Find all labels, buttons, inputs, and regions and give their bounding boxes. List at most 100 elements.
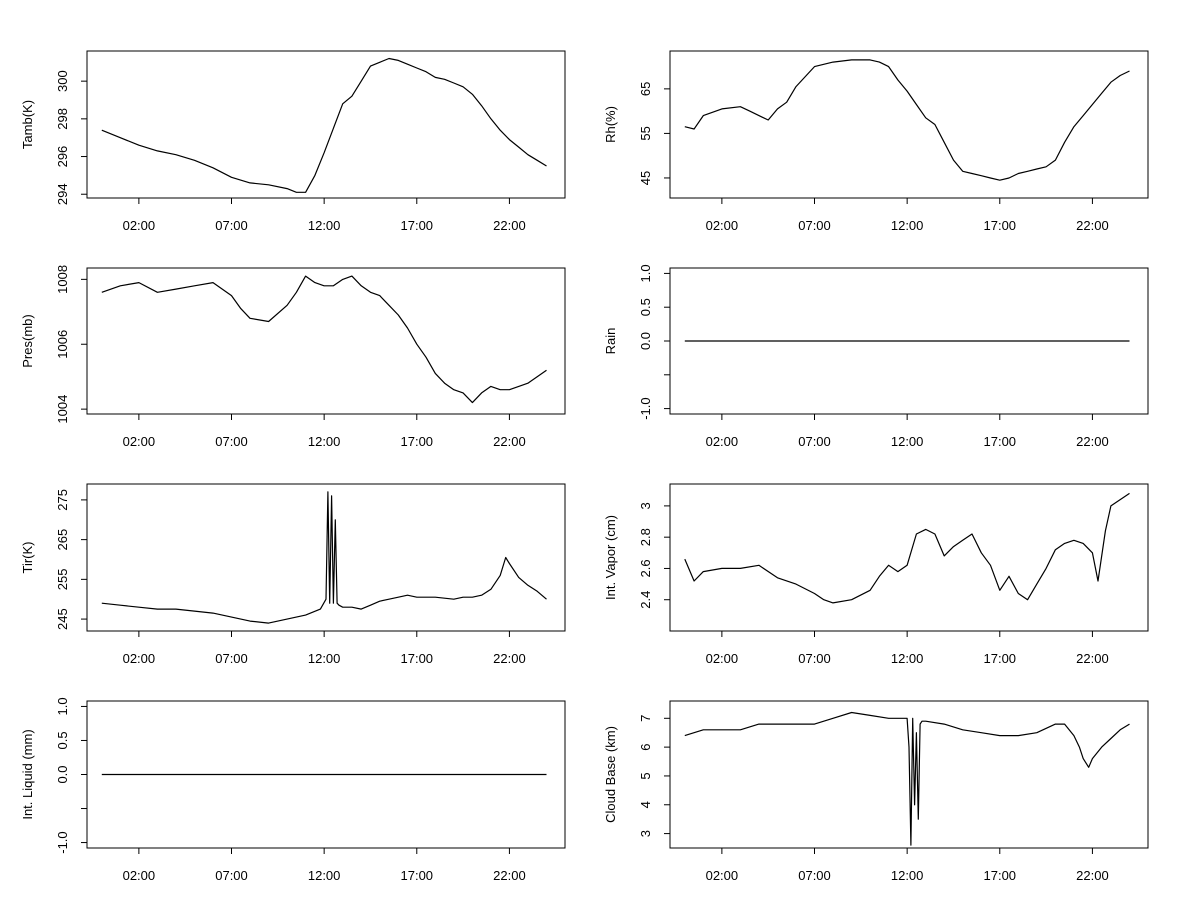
x-tick-label: 22:00	[1076, 651, 1109, 666]
y-axis-label: Rh(%)	[603, 106, 618, 143]
y-tick-label: 55	[638, 126, 653, 140]
x-tick-label: 02:00	[123, 434, 156, 449]
y-tick-label: 0.0	[638, 332, 653, 350]
series-line	[101, 491, 547, 624]
x-tick-label: 07:00	[215, 868, 248, 883]
y-tick-label: 1004	[55, 395, 70, 424]
y-tick-label: 6	[638, 744, 653, 751]
y-tick-label: 300	[55, 70, 70, 92]
x-tick-label: 07:00	[798, 651, 831, 666]
series-line	[101, 57, 547, 193]
chart-panel: 02:00 07:00 12:00 17:00 22:00 3 4 5 6 7 Cloud Base…	[603, 700, 1149, 883]
y-tick-label: 275	[55, 489, 70, 511]
chart-panel: 02:00 07:00 12:00 17:00 22:00 294 296 298 300 Tam…	[20, 50, 566, 233]
plot-frame	[669, 483, 1149, 632]
y-tick-label: -1.0	[638, 397, 653, 419]
y-axis-label: Pres(mb)	[20, 314, 35, 367]
series-line	[101, 275, 547, 404]
chart-panel: 02:00 07:00 12:00 17:00 22:00 45 55 65 Rh(%)	[603, 50, 1149, 233]
y-axis-label: Int. Vapor (cm)	[603, 515, 618, 600]
y-tick-label: 255	[55, 568, 70, 590]
x-tick-label: 12:00	[308, 868, 341, 883]
x-tick-label: 12:00	[891, 218, 924, 233]
y-axis-label: Rain	[603, 328, 618, 355]
y-tick-label: 65	[638, 82, 653, 96]
y-tick-label: 7	[638, 715, 653, 722]
y-tick-label: 3	[638, 502, 653, 509]
x-tick-label: 22:00	[1076, 868, 1109, 883]
x-tick-label: 07:00	[798, 218, 831, 233]
chart-panel: 02:00 07:00 12:00 17:00 22:00 245 255 265 275 Tir…	[20, 483, 566, 666]
x-tick-label: 02:00	[706, 434, 739, 449]
y-tick-label: 2.6	[638, 559, 653, 577]
plot-frame	[669, 50, 1149, 199]
chart-panel: 02:00 07:00 12:00 17:00 22:00 -1.0 0.0 0.5 1.0 Ra…	[603, 264, 1149, 449]
series-line	[684, 711, 1130, 846]
x-tick-label: 02:00	[706, 868, 739, 883]
y-tick-label: 296	[55, 146, 70, 168]
x-tick-label: 22:00	[1076, 434, 1109, 449]
x-tick-label: 07:00	[798, 434, 831, 449]
y-tick-label: 45	[638, 171, 653, 185]
y-tick-label: 3	[638, 830, 653, 837]
y-tick-label: 1006	[55, 330, 70, 359]
x-tick-label: 17:00	[984, 651, 1017, 666]
y-tick-label: 245	[55, 608, 70, 630]
x-tick-label: 07:00	[798, 868, 831, 883]
x-tick-label: 02:00	[123, 651, 156, 666]
y-tick-label: 1008	[55, 265, 70, 294]
y-tick-label: 0.0	[55, 765, 70, 783]
y-tick-label: 1.0	[55, 697, 70, 715]
x-tick-label: 17:00	[984, 434, 1017, 449]
y-axis-label: Tamb(K)	[20, 100, 35, 149]
chart-panel: 02:00 07:00 12:00 17:00 22:00 1004 1006 1008 Pre…	[20, 265, 566, 449]
y-tick-label: 2.8	[638, 528, 653, 546]
chart-panel: 02:00 07:00 12:00 17:00 22:00 -1.0 0.0 0.5 1.0 In…	[20, 697, 566, 883]
x-tick-label: 17:00	[401, 651, 434, 666]
x-tick-label: 17:00	[401, 868, 434, 883]
y-tick-label: 1.0	[638, 264, 653, 282]
x-tick-label: 22:00	[1076, 218, 1109, 233]
x-tick-label: 12:00	[891, 868, 924, 883]
y-tick-label: -1.0	[55, 831, 70, 853]
x-tick-label: 22:00	[493, 651, 526, 666]
y-tick-label: 298	[55, 108, 70, 130]
x-tick-label: 07:00	[215, 651, 248, 666]
x-tick-label: 02:00	[706, 651, 739, 666]
x-tick-label: 17:00	[401, 218, 434, 233]
plot-frame	[86, 483, 566, 632]
x-tick-label: 02:00	[123, 868, 156, 883]
plot-frame	[86, 50, 566, 199]
plot-frame	[669, 700, 1149, 849]
x-tick-label: 02:00	[123, 218, 156, 233]
x-tick-label: 12:00	[891, 651, 924, 666]
y-axis-label: Tir(K)	[20, 541, 35, 573]
series-line	[684, 59, 1130, 181]
y-tick-label: 294	[55, 183, 70, 205]
y-axis-label: Int. Liquid (mm)	[20, 729, 35, 819]
x-tick-label: 12:00	[308, 218, 341, 233]
y-tick-label: 5	[638, 772, 653, 779]
y-tick-label: 0.5	[638, 298, 653, 316]
x-tick-label: 12:00	[308, 651, 341, 666]
y-tick-label: 4	[638, 801, 653, 808]
chart-panel: 02:00 07:00 12:00 17:00 22:00 2.4 2.6 2.8 3 Int. …	[603, 483, 1149, 666]
x-tick-label: 12:00	[891, 434, 924, 449]
series-line	[684, 492, 1130, 604]
x-tick-label: 17:00	[984, 218, 1017, 233]
x-tick-label: 12:00	[308, 434, 341, 449]
x-tick-label: 22:00	[493, 868, 526, 883]
y-tick-label: 265	[55, 529, 70, 551]
y-tick-label: 2.4	[638, 591, 653, 609]
x-tick-label: 22:00	[493, 434, 526, 449]
x-tick-label: 22:00	[493, 218, 526, 233]
y-axis-label: Cloud Base (km)	[603, 726, 618, 823]
x-tick-label: 07:00	[215, 218, 248, 233]
x-tick-label: 17:00	[984, 868, 1017, 883]
x-tick-label: 02:00	[706, 218, 739, 233]
x-tick-label: 17:00	[401, 434, 434, 449]
plot-frame	[86, 267, 566, 415]
y-tick-label: 0.5	[55, 731, 70, 749]
x-tick-label: 07:00	[215, 434, 248, 449]
